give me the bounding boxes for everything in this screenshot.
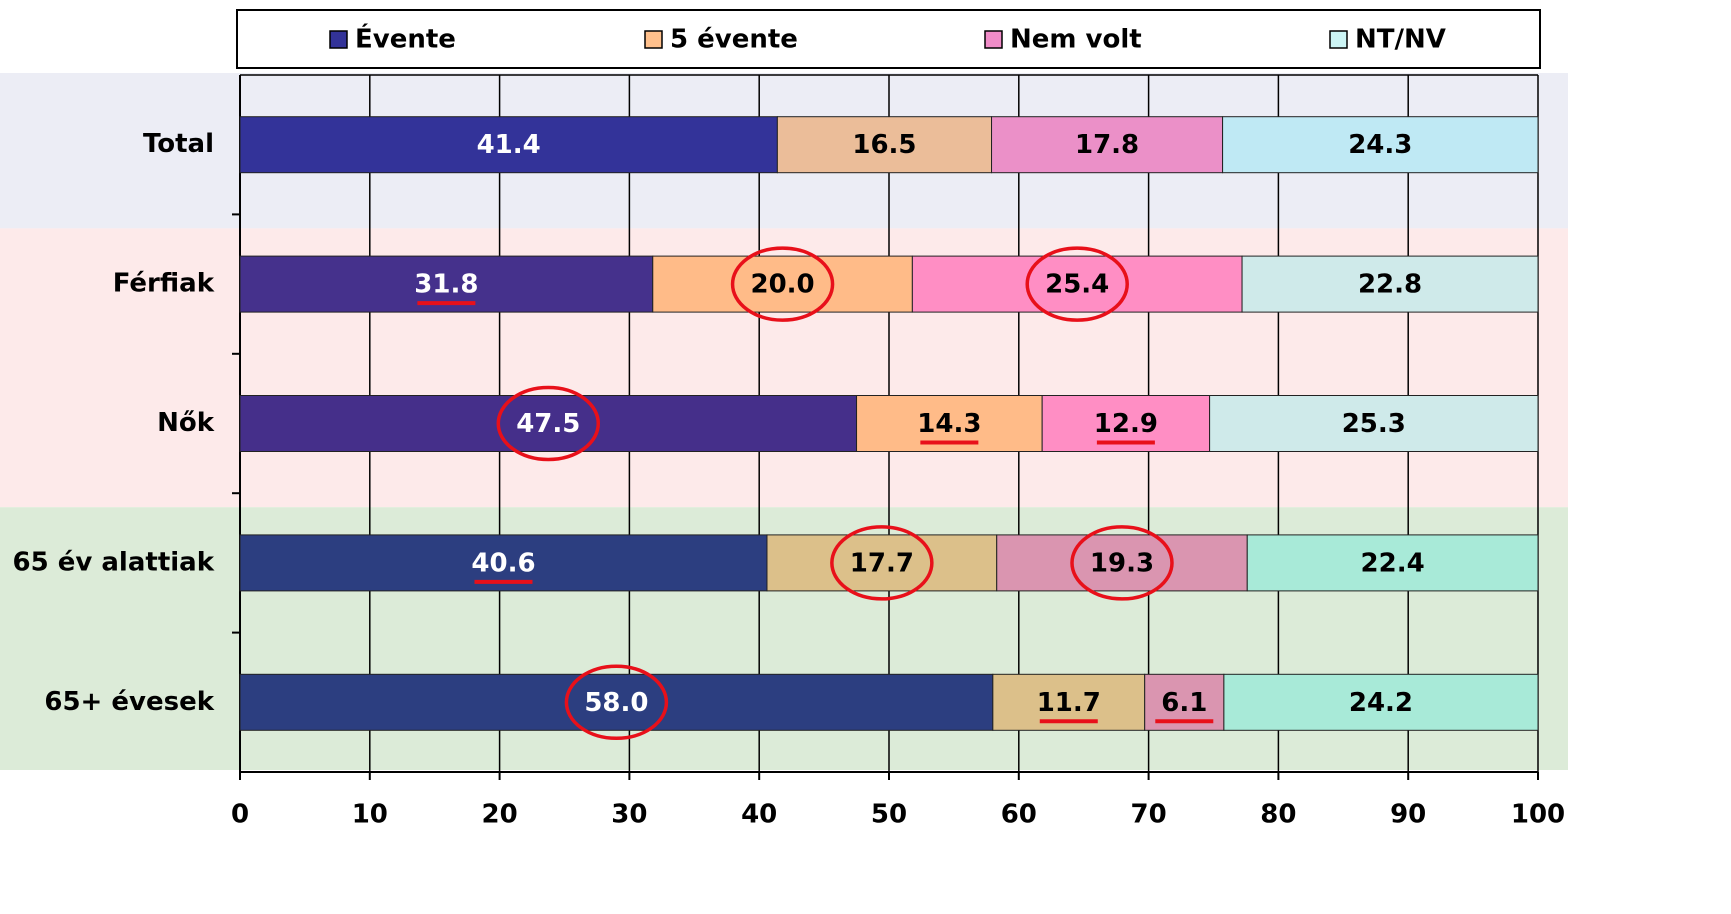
value-label: 6.1 <box>1161 688 1207 718</box>
bar-segment <box>991 116 1224 174</box>
x-tick-label: 100 <box>1511 800 1565 830</box>
bar-segment <box>1209 395 1539 452</box>
value-label: 11.7 <box>1037 688 1101 718</box>
value-label: 25.3 <box>1342 409 1406 439</box>
bar-segment <box>652 255 913 313</box>
x-tick-label: 50 <box>871 800 907 830</box>
legend-label: Évente <box>355 23 456 55</box>
value-label: 47.5 <box>516 409 580 439</box>
x-tick-label: 80 <box>1260 800 1296 830</box>
legend-label: NT/NV <box>1355 25 1446 55</box>
legend-swatch <box>644 30 663 49</box>
legend-label: 5 évente <box>670 25 798 55</box>
y-tick-label: 65+ évesek <box>44 687 214 717</box>
x-tick-label: 20 <box>482 800 518 830</box>
value-label: 24.2 <box>1349 688 1413 718</box>
bar-segment <box>911 255 1243 313</box>
x-tick-label: 60 <box>1001 800 1037 830</box>
bar-segment <box>239 673 994 731</box>
legend-swatch <box>329 30 348 49</box>
x-tick-label: 90 <box>1390 800 1426 830</box>
y-tick-label: Total <box>143 129 214 159</box>
highlight-circle <box>1070 525 1174 601</box>
value-label: 16.5 <box>852 130 916 160</box>
bar-segment <box>239 116 778 174</box>
y-tick-label: Nők <box>157 408 215 438</box>
bar-segment <box>1222 116 1539 174</box>
x-tick-label: 70 <box>1131 800 1167 830</box>
highlight-circle <box>830 525 934 601</box>
value-label: 12.9 <box>1094 409 1158 439</box>
value-label: 14.3 <box>917 409 981 439</box>
value-label: 22.4 <box>1361 548 1425 578</box>
bar-segment <box>996 534 1248 592</box>
highlight-circle <box>496 385 601 462</box>
value-label: 25.4 <box>1045 270 1109 300</box>
bar-segment <box>1246 534 1539 592</box>
value-label: 41.4 <box>477 130 541 160</box>
highlight-circle <box>730 246 835 322</box>
value-label: 31.8 <box>414 270 478 300</box>
y-tick-label: 65 év alattiak <box>13 547 215 577</box>
legend-label: Nem volt <box>1010 25 1142 55</box>
x-tick-label: 10 <box>352 800 388 830</box>
bar-segment <box>776 116 993 174</box>
legend-swatch <box>984 30 1003 49</box>
value-label: 22.8 <box>1358 270 1422 300</box>
value-label: 24.3 <box>1348 130 1412 160</box>
highlight-circle <box>1025 246 1129 322</box>
x-tick-label: 0 <box>231 800 249 830</box>
highlight-circle <box>564 664 669 741</box>
legend-swatch <box>1329 30 1348 49</box>
x-tick-label: 30 <box>611 800 647 830</box>
bar-segment <box>1241 255 1539 313</box>
value-label: 40.6 <box>471 548 535 578</box>
bar-segment <box>239 395 858 452</box>
value-label: 20.0 <box>750 270 814 300</box>
y-tick-label: Férfiak <box>113 269 215 299</box>
bar-segment <box>766 534 998 592</box>
bar-segment <box>1223 673 1539 731</box>
value-label: 19.3 <box>1090 548 1154 578</box>
value-label: 58.0 <box>584 688 648 718</box>
x-tick-label: 40 <box>741 800 777 830</box>
value-label: 17.8 <box>1075 130 1139 160</box>
legend-box <box>236 9 1541 69</box>
value-label: 17.7 <box>850 548 914 578</box>
